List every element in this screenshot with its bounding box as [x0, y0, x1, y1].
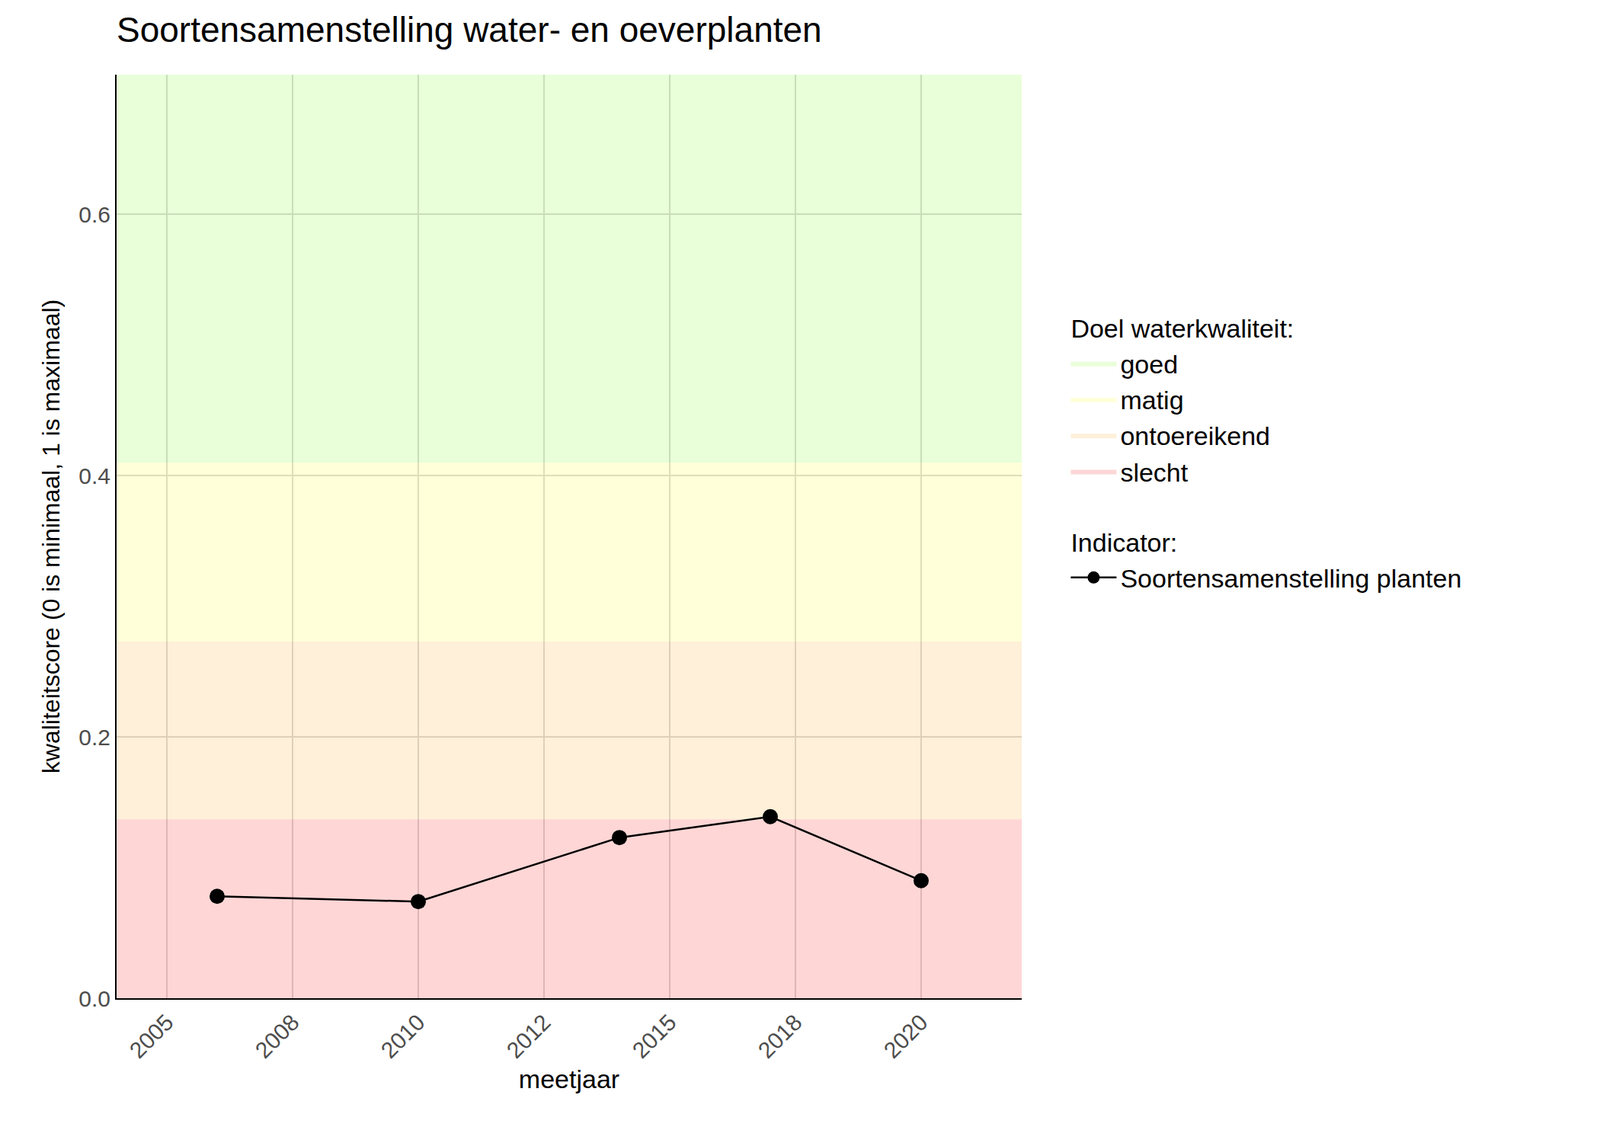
svg-text:2018: 2018 [752, 1009, 807, 1064]
svg-text:meetjaar: meetjaar [518, 1064, 620, 1094]
svg-text:0.0: 0.0 [78, 985, 111, 1012]
svg-text:2020: 2020 [878, 1009, 933, 1064]
svg-text:2012: 2012 [501, 1009, 556, 1064]
svg-text:Doel waterkwaliteit:: Doel waterkwaliteit: [1070, 313, 1294, 343]
svg-text:Indicator:: Indicator: [1070, 528, 1178, 557]
svg-text:Soortensamenstelling water- en: Soortensamenstelling water- en oeverplan… [116, 9, 823, 50]
svg-text:matig: matig [1120, 385, 1184, 415]
svg-text:0.4: 0.4 [78, 463, 111, 489]
svg-text:2005: 2005 [124, 1009, 179, 1064]
svg-text:kwaliteitscore (0 is minimaal,: kwaliteitscore (0 is minimaal, 1 is maxi… [37, 299, 65, 774]
svg-text:0.6: 0.6 [78, 201, 111, 228]
svg-text:Soortensamenstelling planten: Soortensamenstelling planten [1120, 563, 1462, 593]
svg-text:2015: 2015 [627, 1009, 682, 1064]
svg-text:0.2: 0.2 [78, 724, 111, 750]
svg-text:slecht: slecht [1120, 457, 1188, 487]
svg-text:2010: 2010 [375, 1009, 430, 1064]
svg-text:ontoereikend: ontoereikend [1120, 421, 1271, 451]
svg-text:2008: 2008 [249, 1009, 304, 1064]
svg-text:goed: goed [1120, 349, 1178, 379]
